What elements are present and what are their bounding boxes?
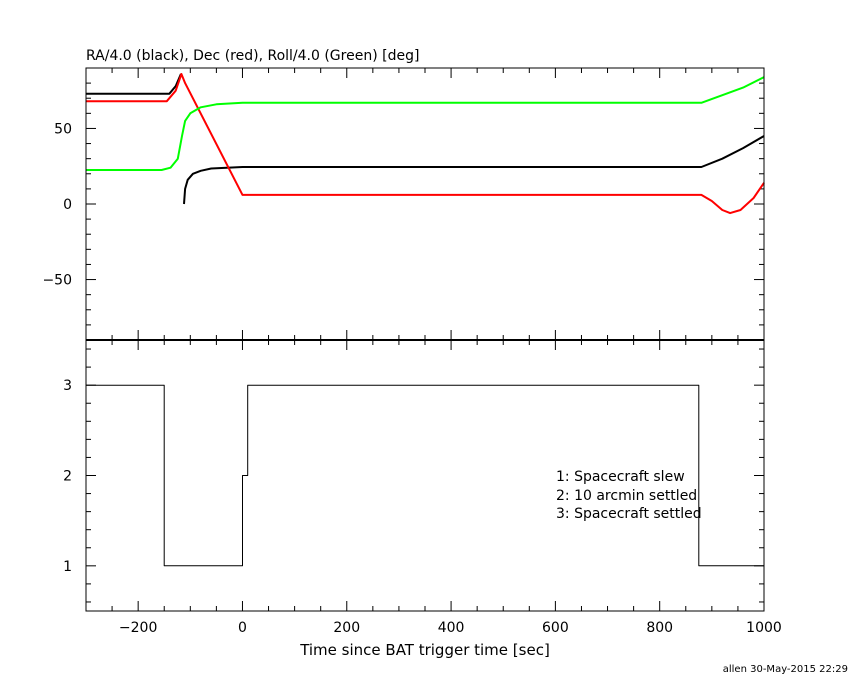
attitude-series-2-line [86, 76, 765, 171]
x-tick-label: 600 [542, 620, 569, 636]
x-tick-label: 200 [333, 620, 360, 636]
settle-series [86, 384, 764, 567]
settle-axis-ticks: 1 2 3 −200 0 200 400 600 800 1000 [63, 340, 782, 636]
attitude-series-1-line [86, 73, 765, 215]
settle-y-tick-label: 1 [63, 559, 72, 575]
legend-10-arcmin: 2: 10 arcmin settled [556, 488, 697, 504]
footer-stamp: allen 30-May-2015 22:29 [723, 664, 848, 675]
attitude-y-tick-label: 0 [63, 197, 72, 213]
attitude-chart-title: RA/4.0 (black), Dec (red), Roll/4.0 (Gre… [86, 48, 419, 64]
attitude-panel: RA/4.0 (black), Dec (red), Roll/4.0 (Gre… [42, 48, 765, 341]
x-tick-label: 0 [238, 620, 247, 636]
settle-status-panel: 1 2 3 −200 0 200 400 600 800 1000 1: Spacecraft s… [63, 339, 782, 659]
attitude-series [86, 73, 765, 215]
x-tick-label: 800 [646, 620, 673, 636]
x-tick-label: 1000 [746, 620, 782, 636]
attitude-y-tick-label: 50 [54, 121, 72, 137]
settle-y-tick-label: 3 [63, 378, 72, 394]
x-axis-label: Time since BAT trigger time [sec] [299, 641, 550, 659]
legend-slew: 1: Spacecraft slew [556, 469, 685, 485]
attitude-y-tick-label: −50 [42, 273, 72, 289]
legend-settled: 3: Spacecraft settled [556, 506, 702, 522]
settle-y-tick-label: 2 [63, 469, 72, 485]
settle-series-0-line [86, 384, 764, 567]
x-tick-label: −200 [119, 620, 157, 636]
x-tick-label: 400 [438, 620, 465, 636]
attitude-series-0-line [183, 135, 765, 205]
